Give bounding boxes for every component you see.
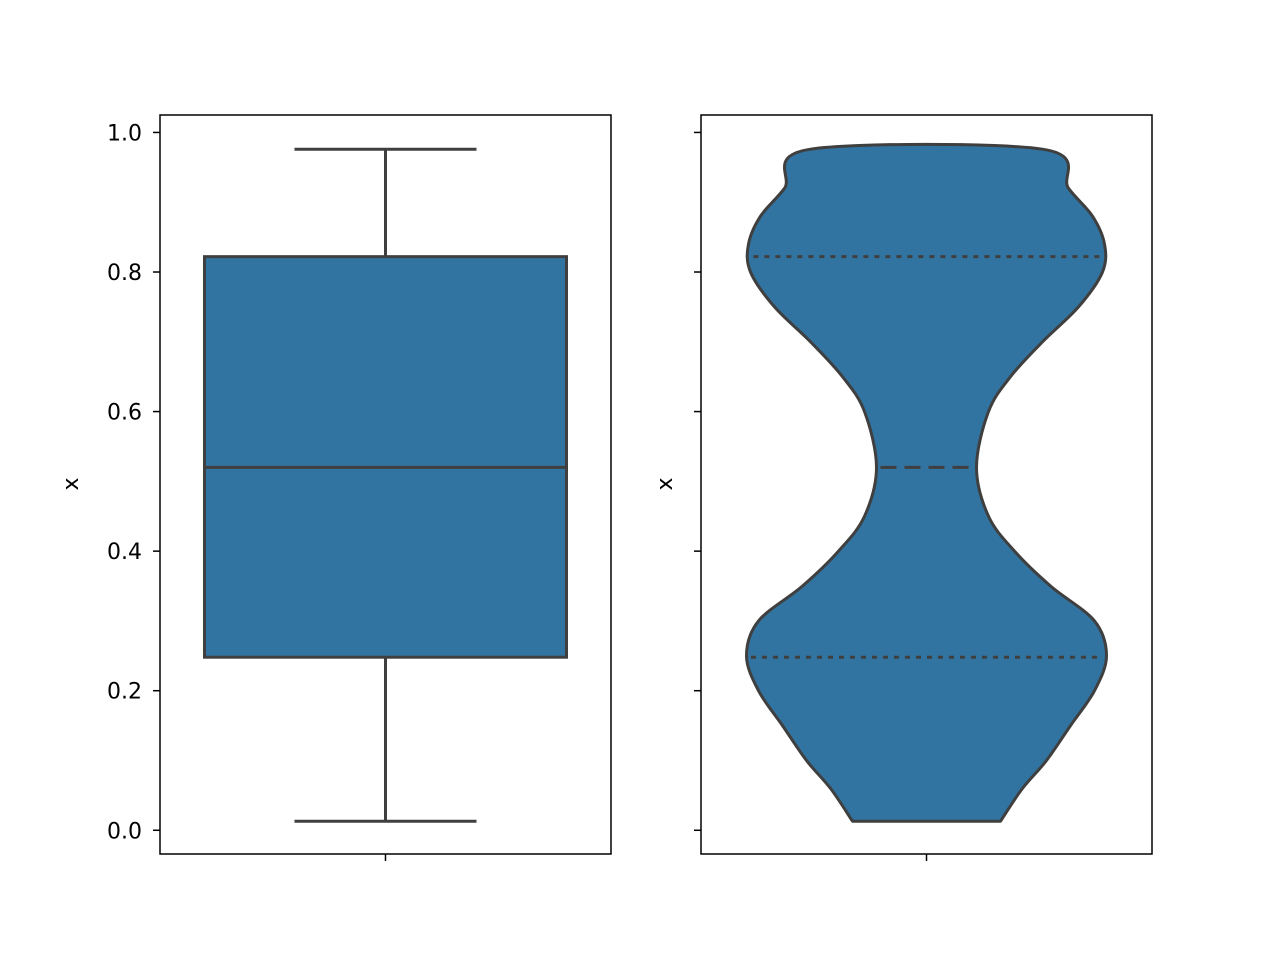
boxplot-y-axis-label: x [59, 477, 84, 490]
violin-y-axis-label: x [653, 477, 678, 490]
violin-panel: x [653, 114, 1153, 861]
y-tick-label: 1.0 [107, 121, 142, 146]
y-tick-label: 0.2 [107, 680, 142, 705]
violin-body [745, 142, 1108, 823]
y-tick-label: 0.0 [107, 819, 142, 844]
y-tick-label: 0.8 [107, 261, 142, 286]
violin-marks [745, 142, 1108, 823]
iqr-box [203, 255, 568, 659]
boxplot-marks [203, 147, 568, 823]
y-tick-label: 0.6 [107, 401, 142, 426]
boxplot-y-ticks: 0.0 0.2 0.4 0.6 0.8 1.0 [107, 121, 160, 844]
violin-y-ticks [694, 131, 701, 832]
boxplot-panel: 0.0 0.2 0.4 0.6 0.8 1.0 x [59, 114, 612, 861]
y-tick-label: 0.4 [107, 540, 142, 565]
